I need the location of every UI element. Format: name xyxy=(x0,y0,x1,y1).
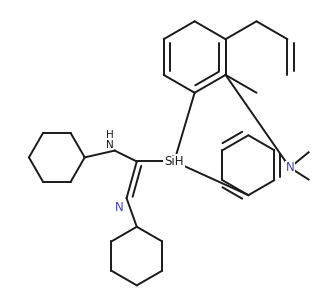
Text: N: N xyxy=(114,201,123,214)
Text: H
N: H N xyxy=(106,130,114,150)
Text: N: N xyxy=(285,161,294,174)
Text: SiH: SiH xyxy=(164,155,184,168)
